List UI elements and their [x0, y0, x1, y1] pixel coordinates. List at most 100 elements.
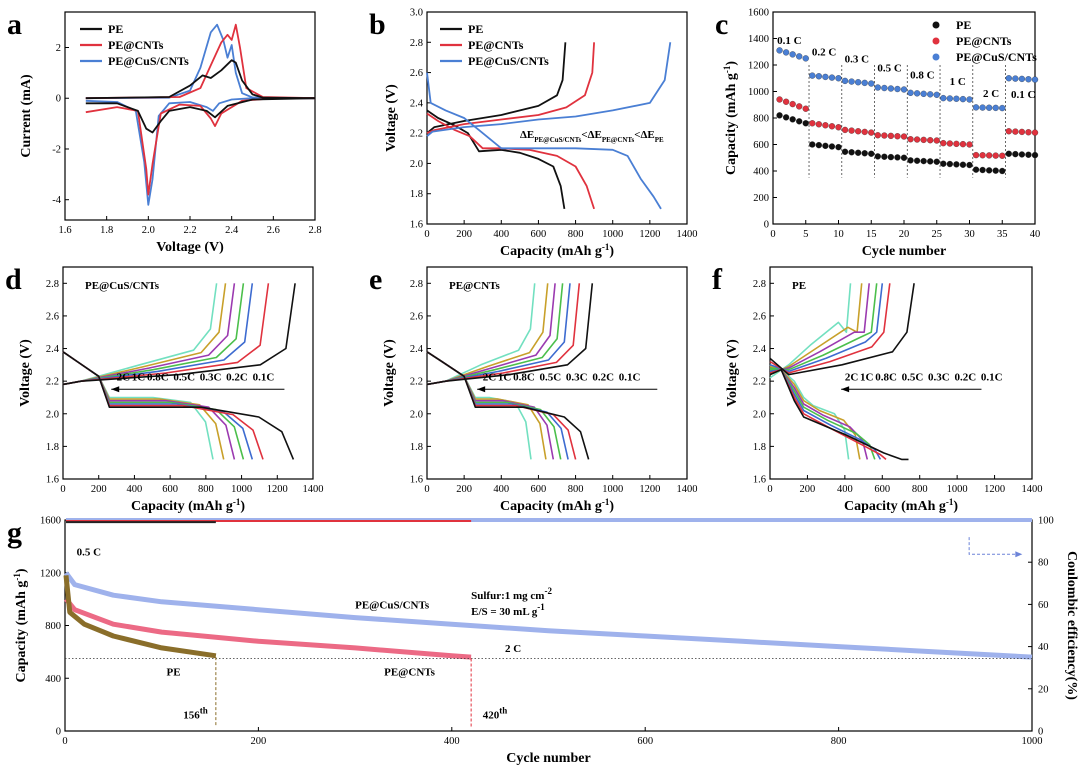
x-tick-label: 1.8 [100, 225, 113, 236]
rate-data-point [1031, 129, 1039, 136]
rate-data-point [887, 153, 895, 161]
rate-data-point [986, 167, 993, 174]
panel-label: a [7, 8, 22, 41]
y-tick-label: 2.2 [410, 129, 423, 140]
rate-curve-label: 2C [483, 371, 497, 383]
rate-data-point [894, 85, 901, 93]
rate-curve-label: 0.3C [566, 371, 588, 383]
y-axis-label: Capacity (mAh g-1) [12, 568, 29, 682]
y-tick-label: 1600 [40, 516, 61, 527]
y-tick-label: 0 [56, 727, 61, 738]
rate-data-point [907, 157, 914, 164]
x-tick-label: 15 [866, 229, 877, 240]
plot-frame [426, 266, 688, 480]
legend-label: PE@CNTs [108, 38, 164, 52]
x-tick-label: 2.0 [142, 225, 155, 236]
rate-arrow-head [841, 386, 850, 393]
legend-marker [932, 53, 940, 61]
plot-frame [64, 11, 316, 221]
rate-data-point [907, 89, 914, 96]
legend-label: PE@CuS/CNTs [956, 50, 1037, 64]
x-tick-label: 2.4 [225, 225, 239, 236]
rate-data-point [855, 149, 862, 156]
rate-curve-label: 1C [498, 371, 512, 383]
y-tick-label: 2.2 [410, 377, 423, 388]
rate-data-point [1025, 76, 1032, 83]
y-axis-label: Voltage (V) [382, 339, 397, 407]
y-tick-label: 400 [45, 674, 61, 685]
discharge-curve [769, 368, 909, 461]
rate-curve-label: 0.2C [592, 371, 614, 383]
rate-data-point [999, 104, 1006, 112]
y-axis-label: Voltage (V) [384, 84, 399, 152]
legend-label: PE [108, 22, 123, 36]
x-axis-label: Voltage (V) [156, 240, 224, 255]
rate-data-point [900, 154, 908, 161]
panel-label: f [712, 263, 723, 296]
rate-data-point [1005, 128, 1012, 135]
rate-curve-label: 0.5C [902, 371, 924, 383]
rate-data-point [828, 74, 836, 81]
rate-data-point [776, 96, 783, 103]
rate-data-point [776, 47, 783, 54]
rate-data-point [940, 160, 947, 167]
rate-data-point [999, 167, 1006, 175]
y-tick-label: 2.8 [46, 279, 59, 290]
y-tick-label: 200 [753, 193, 769, 204]
rate-data-point [927, 158, 934, 165]
x-tick-label: 25 [932, 229, 943, 240]
rate-data-point [1018, 151, 1026, 158]
y-tick-label: 2.8 [753, 279, 766, 290]
rate-data-point [913, 90, 921, 97]
gcd-series-line [426, 42, 672, 137]
charge-curve [62, 283, 296, 386]
delta-e-annotation: ΔEPE@CuS/CNTs<ΔEPE@CNTs<ΔEPE [520, 129, 664, 144]
rate-data-point [907, 136, 914, 143]
rate-data-point [972, 151, 980, 159]
y-tick-label: 1000 [748, 87, 769, 98]
rate-data-point [789, 51, 796, 58]
panel-label: b [369, 8, 386, 41]
x-tick-label: 1400 [677, 229, 698, 240]
y-axis-label: Voltage (V) [725, 339, 740, 407]
rate-data-point [913, 157, 921, 164]
legend-marker [932, 37, 940, 45]
legend-label: PE@CuS/CNTs [108, 54, 189, 68]
rate-data-point [972, 104, 980, 111]
rate-label: 0.1 C [1011, 89, 1036, 101]
discharge-curve [62, 351, 295, 460]
legend-label: PE@CNTs [468, 38, 524, 52]
rate-data-point [796, 118, 803, 125]
rate-data-point [966, 96, 973, 103]
y-tick-label: 2.0 [410, 159, 423, 170]
x-axis-label: Capacity (mAh g-1) [500, 497, 614, 514]
x-tick-label: 1200 [267, 484, 288, 495]
rate-data-point [972, 166, 980, 173]
rate-data-point [1012, 150, 1019, 158]
rate-data-point [822, 142, 829, 149]
x-tick-label: 1.6 [58, 225, 71, 236]
rate-data-point [809, 120, 816, 127]
x-tick-label: 200 [456, 229, 472, 240]
y-axis-label-group: Capacity (mAh g-1) [12, 568, 29, 682]
rate-data-point [913, 136, 921, 143]
rate-data-point [986, 104, 993, 111]
charge-curve [62, 283, 245, 386]
rate-arrow-head [477, 386, 486, 393]
es-ratio: E/S = 30 mL g-1 [471, 602, 545, 618]
x-tick-label: 200 [456, 484, 472, 495]
x-tick-label: 400 [493, 229, 509, 240]
capacity-series-line [63, 575, 217, 659]
rate-data-point [796, 53, 803, 60]
rate-data-point [946, 140, 953, 147]
cv-series-line [85, 97, 315, 206]
charge-curve [769, 283, 863, 376]
rate-curve-label: 0.2C [226, 371, 248, 383]
rate-data-point [953, 161, 960, 168]
rate-data-point [1018, 128, 1026, 136]
y-tick-label: 0 [764, 220, 769, 231]
x-tick-label: 1200 [639, 229, 660, 240]
rate-data-point [789, 100, 796, 108]
plot-frame [64, 519, 1033, 732]
rate-data-point [809, 72, 816, 79]
